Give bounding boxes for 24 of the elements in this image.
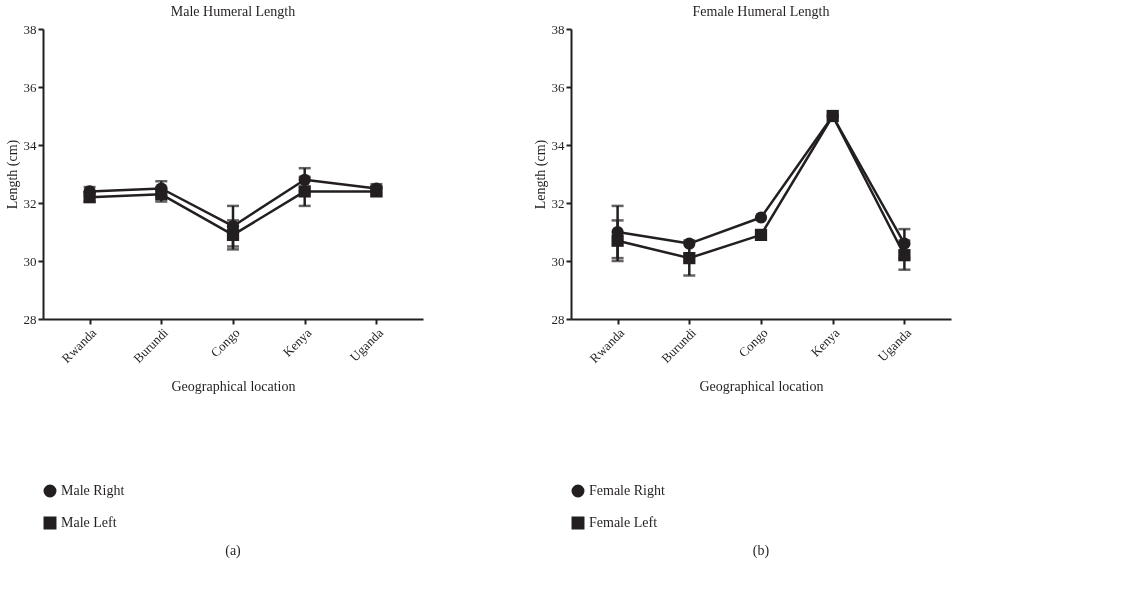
legend-label: Female Left <box>589 515 658 530</box>
y-tick-label: 38 <box>23 21 37 37</box>
y-tick-label: 30 <box>23 253 37 269</box>
legend-label: Male Right <box>61 483 125 498</box>
legend-label: Male Left <box>61 515 117 530</box>
y-tick-label: 32 <box>23 195 37 211</box>
y-tick-label: 38 <box>551 21 565 37</box>
y-axis-title: Length (cm) <box>532 139 549 210</box>
y-tick-label: 36 <box>551 79 565 95</box>
y-tick-label: 28 <box>23 311 37 327</box>
text: (b) <box>752 543 770 559</box>
y-tick-label: 34 <box>23 137 37 153</box>
legend-label: Female Right <box>589 483 665 498</box>
y-tick-label: 34 <box>551 137 565 153</box>
x-axis-title: Geographical location <box>171 378 296 394</box>
y-tick-label: 32 <box>551 195 565 211</box>
text: (a) <box>225 543 242 559</box>
chart-title: Female Humeral Length <box>692 4 830 19</box>
y-tick-label: 28 <box>551 311 565 327</box>
y-tick-label: 36 <box>23 79 37 95</box>
chart-title: Male Humeral Length <box>170 4 296 19</box>
x-axis-title: Geographical location <box>699 378 824 394</box>
y-tick-label: 30 <box>551 253 565 269</box>
y-axis-title: Length (cm) <box>4 139 21 210</box>
